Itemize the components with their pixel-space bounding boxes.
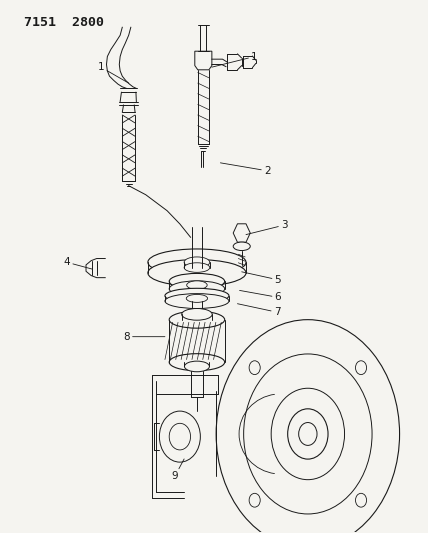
Ellipse shape [169, 281, 225, 297]
Ellipse shape [169, 311, 225, 328]
Text: 2: 2 [220, 163, 270, 176]
Text: 1: 1 [212, 52, 258, 67]
Circle shape [159, 411, 200, 462]
Ellipse shape [165, 288, 229, 303]
Text: 1: 1 [98, 62, 129, 83]
Ellipse shape [184, 361, 209, 372]
Polygon shape [195, 51, 212, 70]
Text: 7151  2800: 7151 2800 [24, 15, 104, 29]
Text: 6: 6 [240, 290, 281, 302]
Ellipse shape [169, 354, 225, 370]
Text: 8: 8 [123, 332, 165, 342]
Ellipse shape [148, 249, 246, 276]
Text: 3: 3 [246, 220, 288, 235]
Ellipse shape [186, 294, 208, 302]
Text: 7: 7 [238, 304, 280, 317]
Ellipse shape [169, 273, 225, 289]
Ellipse shape [184, 263, 210, 272]
Ellipse shape [181, 309, 212, 320]
Ellipse shape [233, 242, 250, 251]
Text: 4: 4 [63, 257, 92, 269]
Text: 9: 9 [172, 459, 184, 481]
Polygon shape [233, 224, 250, 242]
Ellipse shape [165, 294, 229, 309]
Ellipse shape [148, 260, 246, 286]
Text: 5: 5 [242, 272, 281, 285]
Ellipse shape [187, 281, 207, 289]
Ellipse shape [184, 257, 210, 268]
